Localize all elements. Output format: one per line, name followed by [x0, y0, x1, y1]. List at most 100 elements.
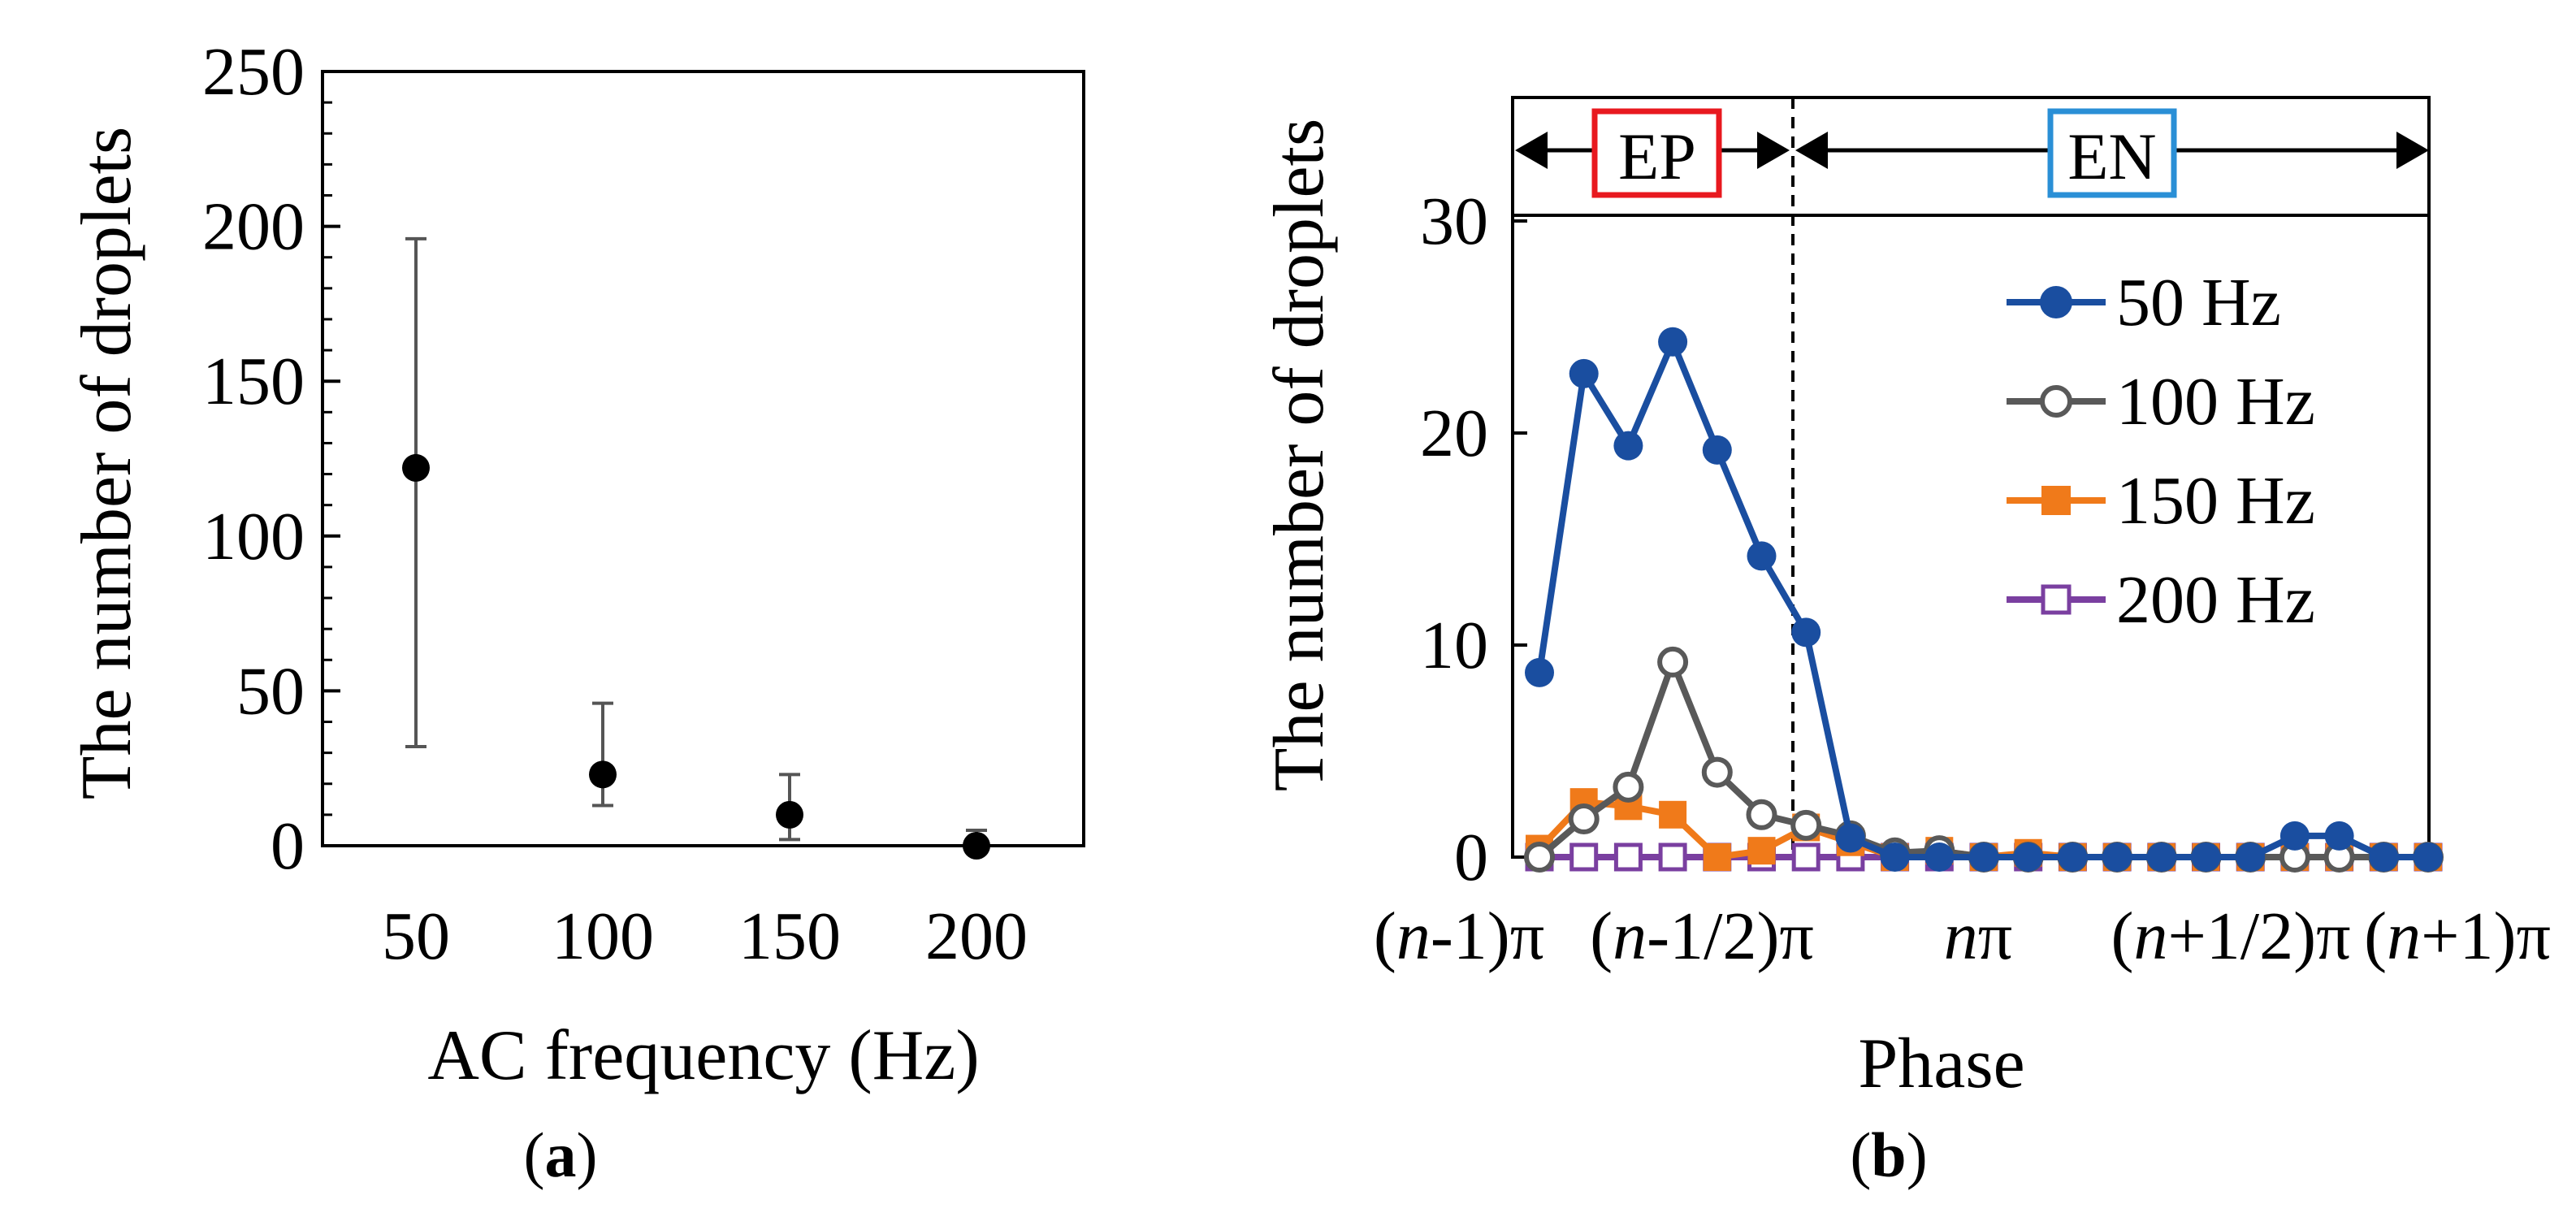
legend-item: 150 Hz — [2007, 463, 2315, 539]
panel-a-x-tick-labels: 50 100 150 200 — [382, 899, 1028, 974]
data-point — [1613, 842, 1643, 872]
legend-item: 50 Hz — [2007, 265, 2281, 340]
data-point — [1880, 842, 1910, 872]
data-point — [1568, 803, 1600, 835]
panel-b-y-axis-title: The number of droplets — [1260, 119, 1339, 791]
data-point — [2324, 821, 2354, 851]
panel-a-y-tick-label: 100 — [202, 499, 305, 574]
data-point — [2058, 842, 2088, 872]
panel-a-error-bar — [405, 236, 426, 749]
panel-a-x-tick-label: 200 — [925, 899, 1028, 974]
en-arrow-right-head — [2396, 132, 2429, 169]
legend-label: 100 Hz — [2116, 364, 2315, 440]
panel-a-y-axis-title: The number of droplets — [67, 127, 146, 799]
panel-b-y-tick-label: 20 — [1420, 396, 1488, 471]
data-point — [1746, 799, 1777, 830]
data-point — [2191, 842, 2221, 872]
en-label: EN — [2067, 119, 2156, 193]
data-point — [1657, 646, 1689, 678]
panel-b-y-axis-ticks: 0 10 20 30 — [1420, 184, 1527, 895]
data-point — [1835, 823, 1865, 853]
panel-a-label: (a) — [524, 1120, 598, 1190]
data-point — [1613, 431, 1643, 461]
data-point — [1658, 327, 1688, 357]
panel-a-y-tick-label: 150 — [202, 344, 305, 419]
panel-a-plot-frame — [321, 70, 1085, 847]
panel-b-y-tick-label: 10 — [1420, 608, 1488, 683]
panel-b-x-tick-label: (n-1)π — [1374, 899, 1544, 974]
data-point — [1613, 771, 1644, 803]
panel-a-y-tick-label: 0 — [271, 808, 305, 884]
legend-marker — [2041, 584, 2072, 615]
panel-a-data-point — [776, 800, 803, 829]
panel-a-x-axis-title: AC frequency (Hz) — [427, 1016, 979, 1095]
data-point — [1924, 842, 1955, 872]
panel-a-data-point — [589, 760, 617, 789]
data-point — [1701, 756, 1733, 788]
legend-marker — [2040, 385, 2072, 418]
ep-arrow-right-head — [1757, 132, 1790, 169]
legend-label: 200 Hz — [2116, 562, 2315, 638]
data-point — [2102, 842, 2132, 872]
data-point — [1659, 800, 1687, 829]
data-point — [1790, 809, 1822, 841]
data-point — [1969, 842, 1998, 872]
panel-b-x-axis-title: Phase — [1858, 1024, 2024, 1103]
panel-a-data-points — [402, 236, 990, 860]
ep-label-box — [1591, 108, 1722, 198]
data-point — [1747, 837, 1776, 865]
data-point — [1525, 657, 1554, 687]
panel-a-y-tick-label: 50 — [236, 653, 305, 729]
legend-marker — [2040, 286, 2072, 318]
en-arrow-left-head — [1795, 132, 1828, 169]
panel-a-label-letter: a — [545, 1120, 577, 1190]
panel-a-x-tick-label: 100 — [552, 899, 654, 974]
panel-a: 0 50 100 150 200 250 50 100 150 200 The number o… — [67, 34, 1085, 1190]
data-point — [1747, 541, 1777, 571]
ep-label: EP — [1618, 119, 1696, 193]
panel-a-y-axis-ticks: 0 50 100 150 200 250 — [202, 34, 340, 884]
panel-b: EP EN 0 10 20 30 50 Hz 100 Hz 150 Hz 200 Hz (n… — [1260, 96, 2551, 1190]
panel-b-legend: 50 Hz 100 Hz 150 Hz 200 Hz — [2007, 265, 2315, 638]
panel-a-y-minor-ticks — [323, 101, 332, 816]
panel-a-data-point — [963, 832, 990, 860]
panel-a-y-tick-label: 250 — [202, 34, 305, 110]
data-point — [2146, 842, 2176, 872]
panel-b-x-tick-labels: (n-1)π (n-1/2)π nπ (n+1/2)π (n+1)π — [1374, 899, 2551, 974]
panel-b-x-tick-label: (n-1/2)π — [1590, 899, 1814, 974]
legend-marker — [2041, 486, 2071, 515]
panel-a-error-bar — [592, 701, 613, 808]
series-50-hz — [1525, 327, 2443, 872]
legend-label: 50 Hz — [2116, 265, 2281, 340]
panel-b-x-tick-label: (n+1/2)π — [2111, 899, 2350, 974]
data-point — [1658, 842, 1687, 872]
panel-b-x-tick-label: nπ — [1944, 899, 2012, 974]
data-point — [1569, 842, 1599, 872]
data-point — [2013, 842, 2043, 872]
legend-item: 200 Hz — [2007, 562, 2315, 638]
panel-b-series — [1524, 327, 2444, 873]
en-label-box — [2047, 108, 2177, 198]
data-point — [1524, 842, 1555, 873]
data-point — [2369, 842, 2399, 872]
panel-b-y-tick-label: 30 — [1420, 184, 1488, 259]
legend-item: 100 Hz — [2007, 364, 2315, 440]
panel-b-label-letter: b — [1871, 1120, 1906, 1190]
panel-a-y-tick-label: 200 — [202, 189, 305, 265]
ep-arrow-left-head — [1515, 132, 1548, 169]
legend-label: 150 Hz — [2116, 463, 2315, 539]
data-point — [2236, 842, 2266, 872]
data-point — [1569, 358, 1599, 388]
data-point — [1791, 842, 1821, 872]
data-point — [1703, 843, 1731, 871]
panel-b-label: (b) — [1850, 1120, 1927, 1190]
phase-region-indicator: EP EN — [1511, 97, 2431, 217]
panel-a-x-tick-label: 50 — [382, 899, 450, 974]
panel-b-x-tick-label: (n+1)π — [2364, 899, 2551, 974]
panel-a-data-point — [402, 453, 430, 482]
panel-a-x-tick-label: 150 — [738, 899, 841, 974]
data-point — [1791, 617, 1821, 647]
data-point — [2279, 821, 2310, 851]
panel-b-y-tick-label: 0 — [1454, 820, 1488, 895]
